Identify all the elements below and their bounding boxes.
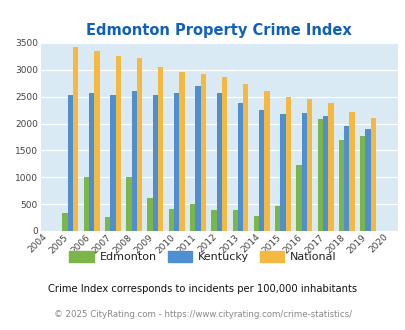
Bar [168, 209, 174, 231]
Bar [179, 72, 184, 231]
Bar [237, 103, 243, 231]
Bar [280, 114, 285, 231]
Bar [232, 210, 237, 231]
Bar [253, 216, 258, 231]
Bar [136, 58, 142, 231]
Bar [73, 47, 78, 231]
Bar [62, 213, 68, 231]
Bar [364, 129, 370, 231]
Bar [359, 136, 364, 231]
Text: Crime Index corresponds to incidents per 100,000 inhabitants: Crime Index corresponds to incidents per… [48, 284, 357, 294]
Bar [243, 84, 248, 231]
Bar [222, 77, 227, 231]
Bar [327, 103, 333, 231]
Bar [195, 86, 200, 231]
Bar [147, 198, 152, 231]
Bar [349, 112, 354, 231]
Bar [131, 91, 136, 231]
Bar [94, 51, 99, 231]
Title: Edmonton Property Crime Index: Edmonton Property Crime Index [86, 22, 351, 38]
Bar [115, 56, 121, 231]
Bar [200, 74, 205, 231]
Bar [216, 93, 222, 231]
Bar [338, 140, 343, 231]
Bar [83, 177, 89, 231]
Bar [174, 93, 179, 231]
Bar [190, 204, 195, 231]
Bar [89, 93, 94, 231]
Bar [301, 113, 306, 231]
Bar [343, 126, 349, 231]
Bar [104, 217, 110, 231]
Bar [274, 206, 280, 231]
Bar [296, 165, 301, 231]
Bar [158, 67, 163, 231]
Bar [264, 91, 269, 231]
Bar [152, 95, 158, 231]
Bar [258, 110, 264, 231]
Bar [370, 117, 375, 231]
Bar [211, 210, 216, 231]
Bar [68, 95, 73, 231]
Bar [285, 97, 290, 231]
Bar [317, 119, 322, 231]
Text: © 2025 CityRating.com - https://www.cityrating.com/crime-statistics/: © 2025 CityRating.com - https://www.city… [54, 310, 351, 319]
Bar [306, 99, 311, 231]
Bar [322, 116, 327, 231]
Bar [126, 177, 131, 231]
Bar [110, 95, 115, 231]
Legend: Edmonton, Kentucky, National: Edmonton, Kentucky, National [65, 247, 340, 266]
